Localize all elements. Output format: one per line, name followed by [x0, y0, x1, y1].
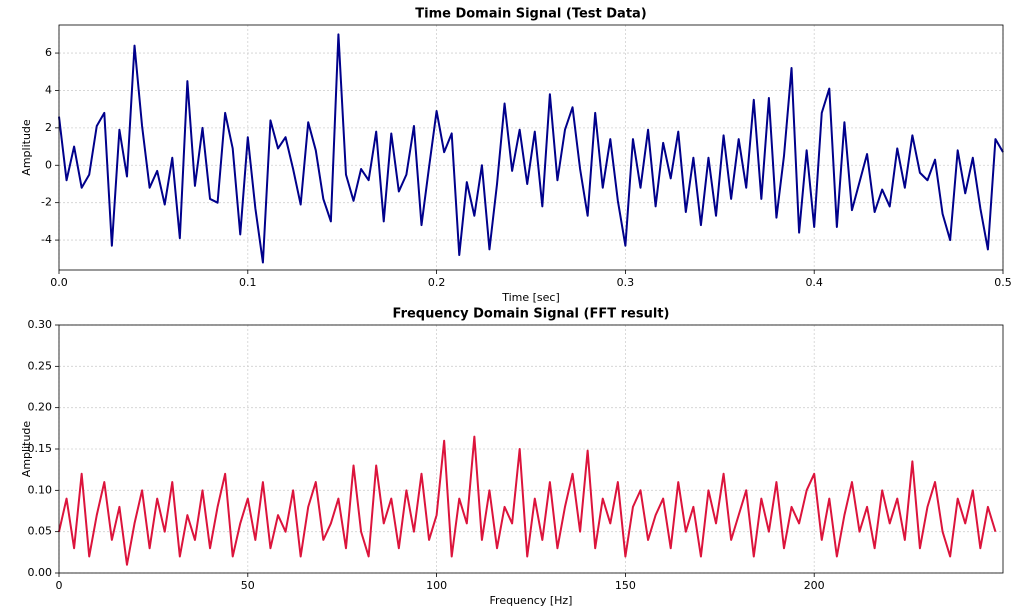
x-tick-label: 0.2 — [428, 276, 446, 289]
x-tick-label: 0 — [56, 579, 63, 592]
x-tick-label: 0.5 — [994, 276, 1012, 289]
x-tick-label: 100 — [426, 579, 447, 592]
y-tick-label: 0.15 — [28, 442, 53, 455]
x-tick-label: 0.1 — [239, 276, 257, 289]
y-tick-label: 0.20 — [28, 401, 53, 414]
y-tick-label: 0.10 — [28, 483, 53, 496]
y-tick-label: 6 — [45, 46, 52, 59]
y-tick-label: 0.05 — [28, 525, 53, 538]
x-tick-label: 50 — [241, 579, 255, 592]
x-tick-label: 200 — [804, 579, 825, 592]
y-tick-label: 0 — [45, 158, 52, 171]
signal-line — [58, 33, 1004, 264]
signal-line — [58, 435, 997, 566]
chart-title: Time Domain Signal (Test Data) — [415, 7, 647, 22]
axes-frame — [58, 324, 1004, 574]
y-tick-label: -4 — [41, 233, 52, 246]
x-axis-label: Frequency [Hz] — [490, 594, 573, 607]
x-axis-label: Time [sec] — [501, 291, 560, 304]
y-tick-label: 0.30 — [28, 318, 53, 331]
y-tick-label: -2 — [41, 196, 52, 209]
chart-title: Frequency Domain Signal (FFT result) — [393, 307, 670, 322]
axes-frame — [58, 24, 1004, 271]
x-tick-label: 0.4 — [805, 276, 823, 289]
x-tick-label: 150 — [615, 579, 636, 592]
x-tick-label: 0.0 — [50, 276, 68, 289]
y-tick-label: 0.00 — [28, 566, 53, 579]
y-tick-label: 2 — [45, 121, 52, 134]
y-axis-label: Amplitude — [20, 119, 33, 176]
x-tick-label: 0.3 — [617, 276, 635, 289]
y-axis-label: Amplitude — [20, 421, 33, 478]
y-tick-label: 4 — [45, 83, 52, 96]
y-tick-label: 0.25 — [28, 359, 53, 372]
